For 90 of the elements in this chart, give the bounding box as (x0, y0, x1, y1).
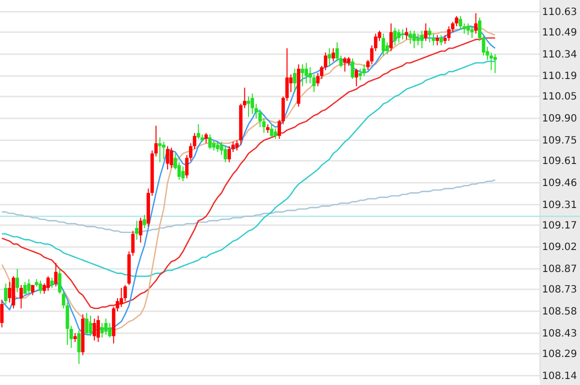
candlestick (216, 141, 220, 152)
candlestick (404, 27, 408, 40)
candlestick (270, 124, 274, 138)
candlestick (142, 214, 146, 228)
y-tick-label: 109.31 (542, 200, 577, 211)
candlestick (8, 282, 12, 304)
candlestick (332, 48, 335, 62)
candlestick (420, 30, 424, 49)
y-tick-label: 108.14 (542, 370, 577, 382)
y-tick-label: 108.73 (542, 284, 577, 296)
candlestick (224, 146, 228, 163)
candlestick (416, 33, 420, 46)
candlestick (181, 166, 185, 182)
y-tick-label: 110.49 (542, 27, 577, 38)
candlestick (19, 284, 23, 309)
candlestick (382, 33, 386, 56)
candlestick (96, 315, 100, 342)
candlestick (454, 16, 458, 27)
candlestick (439, 34, 443, 46)
y-tick-label: 109.75 (542, 136, 577, 147)
candlestick (470, 26, 474, 38)
candlestick (108, 322, 112, 338)
candlestick (196, 124, 200, 140)
y-tick-label: 110.63 (542, 6, 577, 18)
candlestick (428, 27, 432, 43)
candlestick (447, 26, 451, 42)
candlestick (362, 64, 366, 76)
candlestick (235, 140, 239, 152)
candlestick (458, 16, 462, 30)
candlestick (246, 96, 250, 118)
y-tick-label: 109.17 (542, 220, 577, 232)
candlestick (386, 42, 389, 55)
y-tick-label: 109.90 (542, 114, 577, 125)
candlestick (23, 282, 27, 294)
candlestick (412, 30, 416, 49)
candlestick (162, 141, 166, 160)
candlestick (46, 276, 50, 292)
candlestick (158, 136, 162, 163)
candlestick (50, 277, 54, 288)
candlestick (300, 64, 304, 87)
candlestick (84, 312, 88, 336)
candlestick (38, 280, 42, 294)
y-tick-label: 108.29 (542, 348, 577, 360)
candlestick (204, 132, 208, 144)
y-tick-label: 110.05 (542, 92, 577, 103)
candlestick (274, 128, 278, 140)
candlestick (397, 28, 400, 43)
candlestick (212, 140, 216, 152)
candlestick (400, 28, 404, 40)
candlestick (104, 318, 108, 336)
candlestick (466, 22, 470, 36)
candlestick (4, 283, 8, 304)
candlestick (354, 68, 358, 87)
candlestick (424, 22, 428, 42)
y-tick-label: 108.58 (542, 306, 577, 318)
candlestick (474, 12, 478, 34)
candlestick (408, 30, 412, 44)
candlestick (100, 322, 104, 338)
candlestick (343, 56, 347, 72)
candlestick (358, 68, 362, 81)
y-tick-label: 108.87 (542, 264, 577, 276)
candlestick (228, 146, 231, 163)
candlestick (493, 54, 497, 74)
y-tick-label: 109.61 (542, 156, 577, 167)
y-tick-label: 109.02 (542, 242, 577, 254)
candlestick (0, 299, 4, 328)
candlestick (135, 220, 138, 240)
candlestick (432, 33, 436, 46)
candlestick (170, 147, 174, 169)
candlestick (27, 278, 31, 294)
candlestick (54, 262, 58, 287)
candlestick (16, 268, 19, 293)
candlestick (92, 318, 96, 342)
candlestick (220, 141, 224, 156)
candlestick (138, 217, 142, 244)
line-series (1, 60, 496, 277)
candlestick (436, 34, 440, 46)
y-tick-label: 110.19 (542, 71, 577, 82)
candlestick (293, 68, 296, 93)
candlestick (31, 284, 34, 296)
candlestick (120, 287, 124, 308)
candlestick (304, 62, 308, 84)
y-tick-label: 108.43 (542, 328, 577, 340)
y-tick-label: 110.34 (542, 49, 577, 60)
candlestick (328, 48, 332, 66)
candlestick (389, 22, 393, 52)
candlestick (393, 27, 397, 46)
candlestick (166, 146, 170, 170)
candlestick (250, 93, 254, 114)
y-tick-label: 109.46 (542, 178, 577, 189)
